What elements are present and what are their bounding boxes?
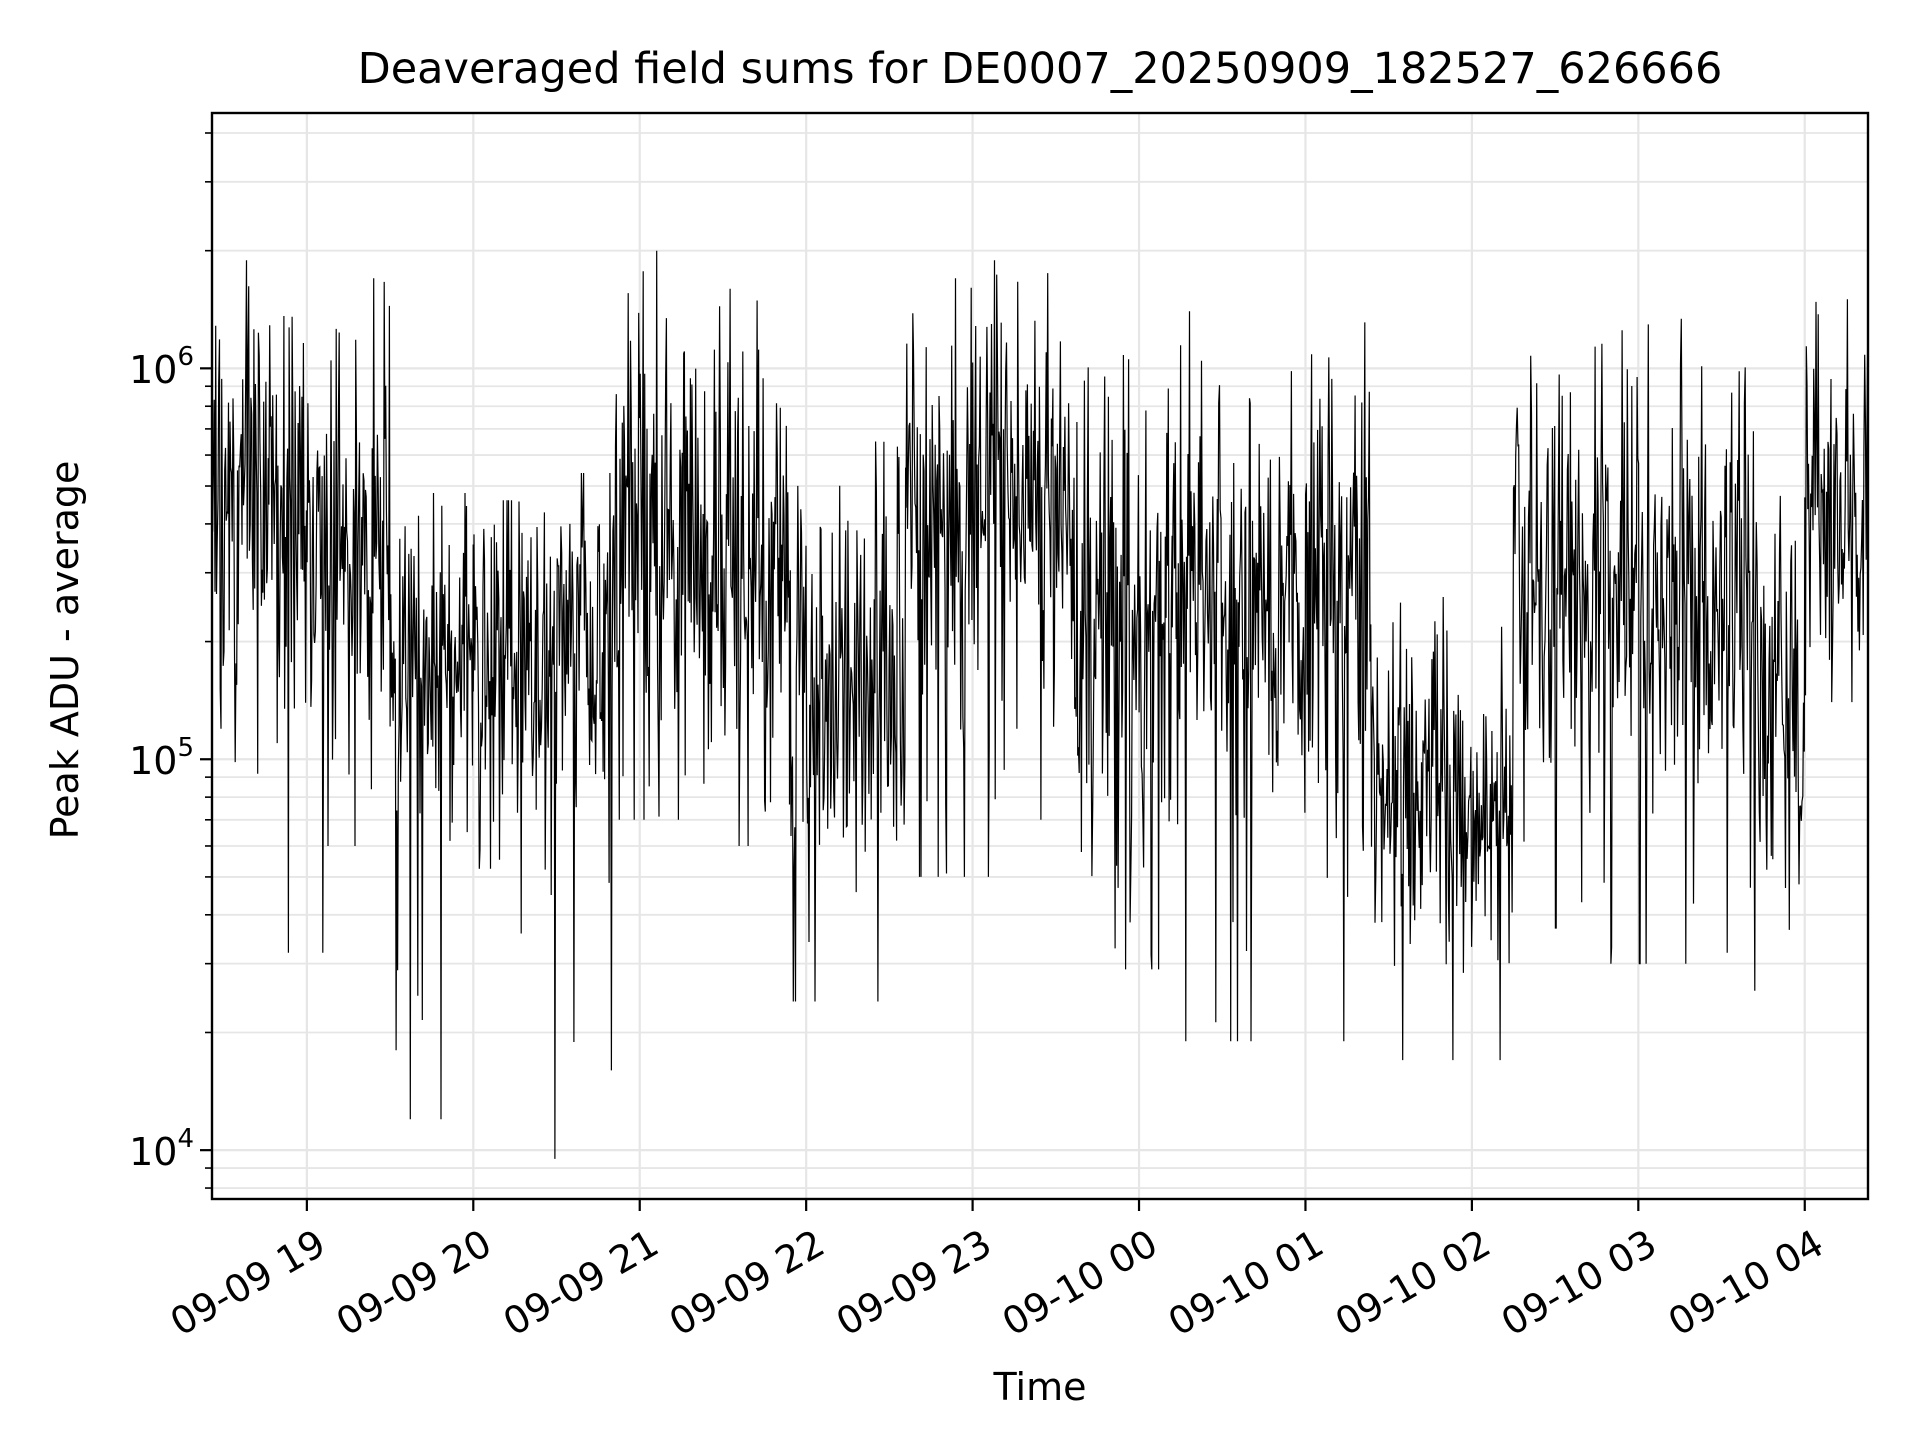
y-tick-label: 104 [129,1124,194,1174]
series-line [211,250,1869,1159]
y-tick-exponent: 5 [177,733,194,764]
x-axis-label: Time [993,1365,1087,1409]
y-tick-label: 106 [129,342,194,392]
y-tick-base: 10 [129,1130,178,1175]
y-tick-exponent: 6 [177,342,194,373]
axes-frame [210,111,1870,1201]
y-tick-label: 105 [129,733,194,783]
y-tick-base: 10 [129,348,178,393]
y-tick-base: 10 [129,739,178,784]
y-tick-exponent: 4 [177,1124,194,1155]
chart-title: Deaveraged field sums for DE0007_2025090… [357,44,1723,94]
